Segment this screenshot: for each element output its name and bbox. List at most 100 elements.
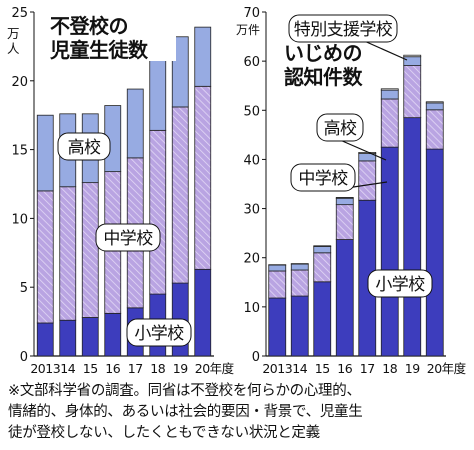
bar-segment <box>104 312 122 357</box>
x-tick-label: 20年度 <box>195 361 235 376</box>
bar-segment <box>36 114 54 192</box>
bar-segment <box>149 129 167 295</box>
bar-segment <box>171 36 189 108</box>
chart-title-line: 不登校の <box>50 14 128 38</box>
callout-special-support-2: 特別支援学校 <box>288 14 408 61</box>
bar-segment <box>335 197 354 206</box>
unit-label: 万件 <box>236 23 260 37</box>
y-tick-label: 25 <box>11 6 28 21</box>
x-tick-label: 15 <box>315 361 330 376</box>
y-tick-label: 20 <box>243 252 260 267</box>
bar-segment <box>335 204 354 240</box>
bar-segment <box>149 57 167 131</box>
callout-leader <box>339 139 387 161</box>
callout-box <box>367 269 433 298</box>
callout-label: 特別支援学校 <box>294 20 393 40</box>
callout-high-school-2: 高校 <box>316 113 387 161</box>
bar-segment <box>380 98 399 148</box>
footnote: ※文部科学省の調査。同省は不登校を何らかの心理的、 情緒的、身体的、あるいは社会… <box>8 381 470 444</box>
footnote-line-3: 徒が登校しない、したくともできない状況と定義 <box>8 425 320 441</box>
bar-segment <box>425 101 444 104</box>
chart-title-line: いじめの <box>284 41 362 65</box>
bar-segment <box>268 297 287 357</box>
bar-segment <box>380 146 399 357</box>
y-tick-label: 40 <box>243 153 260 168</box>
x-tick-label: 15 <box>83 361 98 376</box>
bar-segment <box>380 88 399 91</box>
callout-box <box>290 163 356 192</box>
x-tick-label: 18 <box>382 361 397 376</box>
chart-title-line: 認知件数 <box>284 65 363 89</box>
callout-box <box>126 318 192 347</box>
bar-segment <box>335 239 354 357</box>
chart-2: 0 10 20 30 40 50 60 70 2013 14 15 16 17 18 19 20年度 万件 <box>236 6 467 376</box>
x-tick-label: 19 <box>173 361 188 376</box>
x-tick-label: 17 <box>128 361 143 376</box>
unit-label: 万 <box>7 26 20 41</box>
bar-segment <box>335 197 354 199</box>
y-tick-label: 0 <box>252 350 260 365</box>
bar-segment <box>425 109 444 150</box>
x-tick-label: 19 <box>405 361 420 376</box>
bar-segment <box>403 65 422 119</box>
callout-label: 中学校 <box>103 229 153 249</box>
callout-high-school-1: 高校 <box>57 132 111 161</box>
callout-label: 高校 <box>324 119 357 139</box>
bar-segment <box>126 88 144 159</box>
bar-segment <box>403 117 422 357</box>
callout-elementary-2: 小学校 <box>367 269 433 298</box>
callout-elementary-1: 小学校 <box>126 318 192 347</box>
x-tick-label: 20年度 <box>427 361 467 376</box>
x-tick-label: 14 <box>292 361 307 376</box>
bar-segment <box>313 281 332 357</box>
y-tick-label: 60 <box>243 55 260 70</box>
bar-segment <box>268 264 287 272</box>
bar-segment <box>290 295 309 357</box>
bar-segment <box>171 106 189 284</box>
y-tick-label: 20 <box>11 75 28 90</box>
bar-segment <box>194 268 212 357</box>
bar-segment <box>59 319 77 357</box>
y-tick-label: 10 <box>243 301 260 316</box>
y-tick-label: 50 <box>243 104 260 119</box>
bar-segment <box>403 54 422 58</box>
bar-segment <box>425 102 444 111</box>
callout-label: 高校 <box>68 138 101 158</box>
bar-segment <box>194 85 212 270</box>
x-tick-label: 2013 <box>30 361 60 376</box>
unit-label: 人 <box>7 41 20 56</box>
bar-segment <box>358 160 377 201</box>
y-tick-label: 10 <box>11 212 28 227</box>
callout-leader <box>361 39 408 61</box>
x-tick-label: 18 <box>150 361 165 376</box>
callout-box <box>95 223 161 252</box>
bar-segment <box>313 252 332 283</box>
bar-segment <box>358 152 377 154</box>
callout-box <box>316 113 364 142</box>
bar-segment <box>380 89 399 100</box>
callout-middle-school-1: 中学校 <box>95 223 161 252</box>
callout-box <box>57 132 111 161</box>
y-tick-label: 70 <box>243 6 260 21</box>
callout-label: 小学校 <box>134 324 184 344</box>
bar-segment <box>36 322 54 357</box>
bar-segment <box>290 263 309 271</box>
bar-segment <box>313 246 332 254</box>
callout-label: 小学校 <box>375 275 425 295</box>
x-tick-label: 16 <box>337 361 352 376</box>
bar-segment <box>81 317 99 357</box>
callout-label: 中学校 <box>298 169 348 189</box>
x-tick-label: 16 <box>105 361 120 376</box>
bar-segment <box>59 186 77 321</box>
y-tick-label: 5 <box>20 281 28 296</box>
bar-segment <box>36 190 54 324</box>
title-background <box>46 9 176 61</box>
bar-segment <box>194 26 212 87</box>
y-tick-label: 30 <box>243 203 260 218</box>
bar-segment <box>313 245 332 247</box>
bar-segment <box>425 148 444 357</box>
x-tick-label: 17 <box>360 361 375 376</box>
